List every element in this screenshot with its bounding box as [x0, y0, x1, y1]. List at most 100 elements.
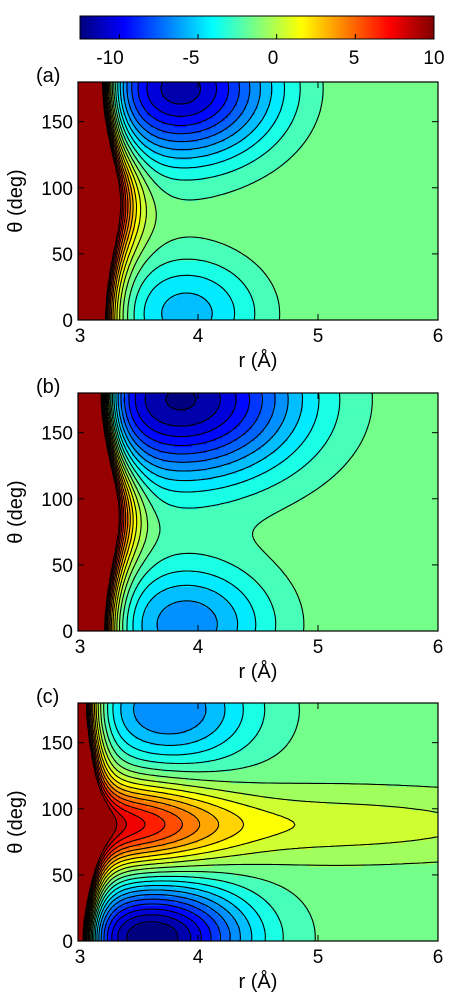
contour-cell: [318, 314, 322, 318]
contour-cell: [105, 206, 109, 211]
contour-cell: [237, 266, 241, 271]
contour-cell: [429, 284, 433, 288]
contour-cell: [81, 263, 85, 268]
contour-cell: [252, 251, 256, 256]
contour-cell: [327, 296, 331, 300]
contour-cell: [342, 305, 346, 309]
contour-cell: [315, 305, 319, 309]
contour-cell: [369, 293, 373, 297]
contour-cell: [186, 239, 190, 244]
contour-cell: [192, 206, 196, 211]
contour-cell: [300, 257, 304, 262]
contour-cell: [390, 308, 394, 312]
contour-cell: [402, 263, 406, 268]
contour-cell: [312, 284, 316, 288]
contour-cell: [141, 287, 145, 291]
contour-cell: [423, 209, 427, 214]
contour-cell: [183, 278, 187, 282]
contour-cell: [186, 314, 190, 318]
contour-cell: [378, 203, 382, 208]
contour-cell: [135, 212, 139, 217]
contour-cell: [375, 203, 379, 208]
contour-cell: [231, 201, 235, 205]
contour-cell: [177, 275, 181, 279]
contour-cell: [258, 317, 262, 320]
contour-cell: [351, 198, 355, 202]
contour-cell: [294, 203, 298, 208]
contour-cell: [393, 314, 397, 318]
contour-cell: [300, 218, 304, 223]
contour-cell: [297, 308, 301, 312]
contour-cell: [273, 302, 277, 306]
contour-cell: [90, 260, 94, 265]
contour-cell: [297, 314, 301, 318]
contour-cell: [300, 203, 304, 208]
contour-cell: [219, 293, 223, 297]
contour-cell: [279, 317, 283, 320]
contour-cell: [300, 236, 304, 241]
contour-cell: [264, 314, 268, 318]
contour-cell: [168, 215, 172, 220]
contour-cell: [189, 302, 193, 306]
contour-cell: [303, 314, 307, 318]
contour-cell: [231, 212, 235, 217]
contour-cell: [423, 284, 427, 288]
contour-cell: [390, 221, 394, 226]
contour-cell: [231, 257, 235, 262]
contour-cell: [360, 254, 364, 259]
contour-cell: [228, 218, 232, 223]
contour-cell: [327, 215, 331, 220]
contour-cell: [411, 272, 415, 276]
contour-cell: [348, 227, 352, 232]
contour-cell: [324, 212, 328, 217]
contour-cell: [279, 275, 283, 279]
contour-cell: [393, 227, 397, 232]
contour-cell: [336, 290, 340, 294]
contour-cell: [375, 248, 379, 253]
contour-cell: [249, 281, 253, 285]
contour-cell: [315, 257, 319, 262]
contour-cell: [105, 227, 109, 232]
contour-cell: [156, 221, 160, 226]
contour-cell: [168, 281, 172, 285]
contour-cell: [210, 257, 214, 262]
contour-cell: [99, 293, 103, 297]
contour-cell: [159, 305, 163, 309]
contour-cell: [177, 198, 181, 202]
contour-cell: [165, 248, 169, 253]
contour-cell: [222, 290, 226, 294]
contour-cell: [171, 314, 175, 318]
contour-cell: [333, 215, 337, 220]
contour-cell: [231, 317, 235, 320]
contour-cell: [324, 281, 328, 285]
contour-cell: [219, 203, 223, 208]
contour-cell: [150, 317, 154, 320]
contour-cell: [201, 218, 205, 223]
contour-cell: [240, 212, 244, 217]
contour-cell: [303, 227, 307, 232]
contour-cell: [105, 198, 109, 202]
contour-cell: [366, 302, 370, 306]
contour-cell: [216, 278, 220, 282]
contour-cell: [402, 254, 406, 259]
contour-cell: [351, 281, 355, 285]
contour-cell: [336, 221, 340, 226]
contour-cell: [180, 227, 184, 232]
contour-cell: [84, 239, 88, 244]
contour-cell: [231, 195, 235, 199]
contour-cell: [345, 206, 349, 211]
contour-cell: [165, 201, 169, 205]
contour-cell: [330, 206, 334, 211]
contour-cell: [171, 224, 175, 229]
contour-cell: [141, 198, 145, 202]
contour-cell: [393, 239, 397, 244]
contour-cell: [303, 206, 307, 211]
contour-cell: [195, 233, 199, 238]
contour-cell: [189, 242, 193, 247]
contour-cell: [240, 221, 244, 226]
contour-cell: [162, 302, 166, 306]
contour-cell: [417, 272, 421, 276]
contour-cell: [240, 272, 244, 276]
contour-cell: [324, 269, 328, 274]
contour-cell: [102, 305, 106, 309]
